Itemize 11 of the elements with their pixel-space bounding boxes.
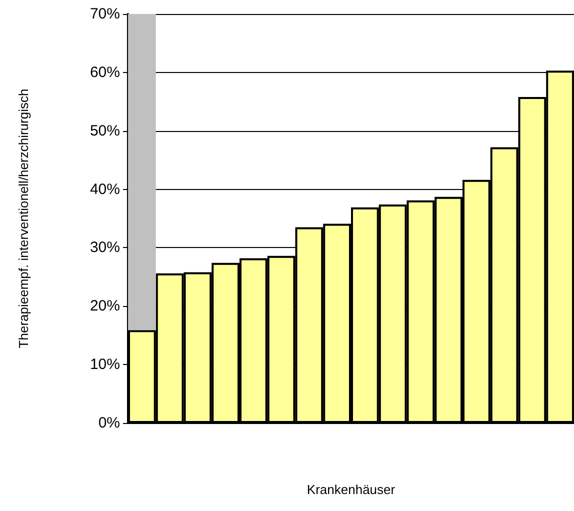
y-tick-label: 70% — [90, 6, 120, 22]
y-tick-label: 20% — [90, 298, 120, 315]
y-tick-label: 10% — [90, 356, 120, 374]
y-tick-label: 50% — [90, 122, 120, 140]
y-tick-label: 40% — [90, 180, 120, 198]
x-axis-title: Krankenhäuser — [306, 482, 396, 497]
y-axis-title: Therapieempf. interventionell/herzchirurgisch — [16, 88, 31, 348]
y-tick-label: 60% — [90, 64, 120, 81]
y-tick-label: 30% — [90, 239, 120, 256]
y-tick-label: 0% — [98, 414, 120, 432]
bar — [128, 14, 156, 330]
